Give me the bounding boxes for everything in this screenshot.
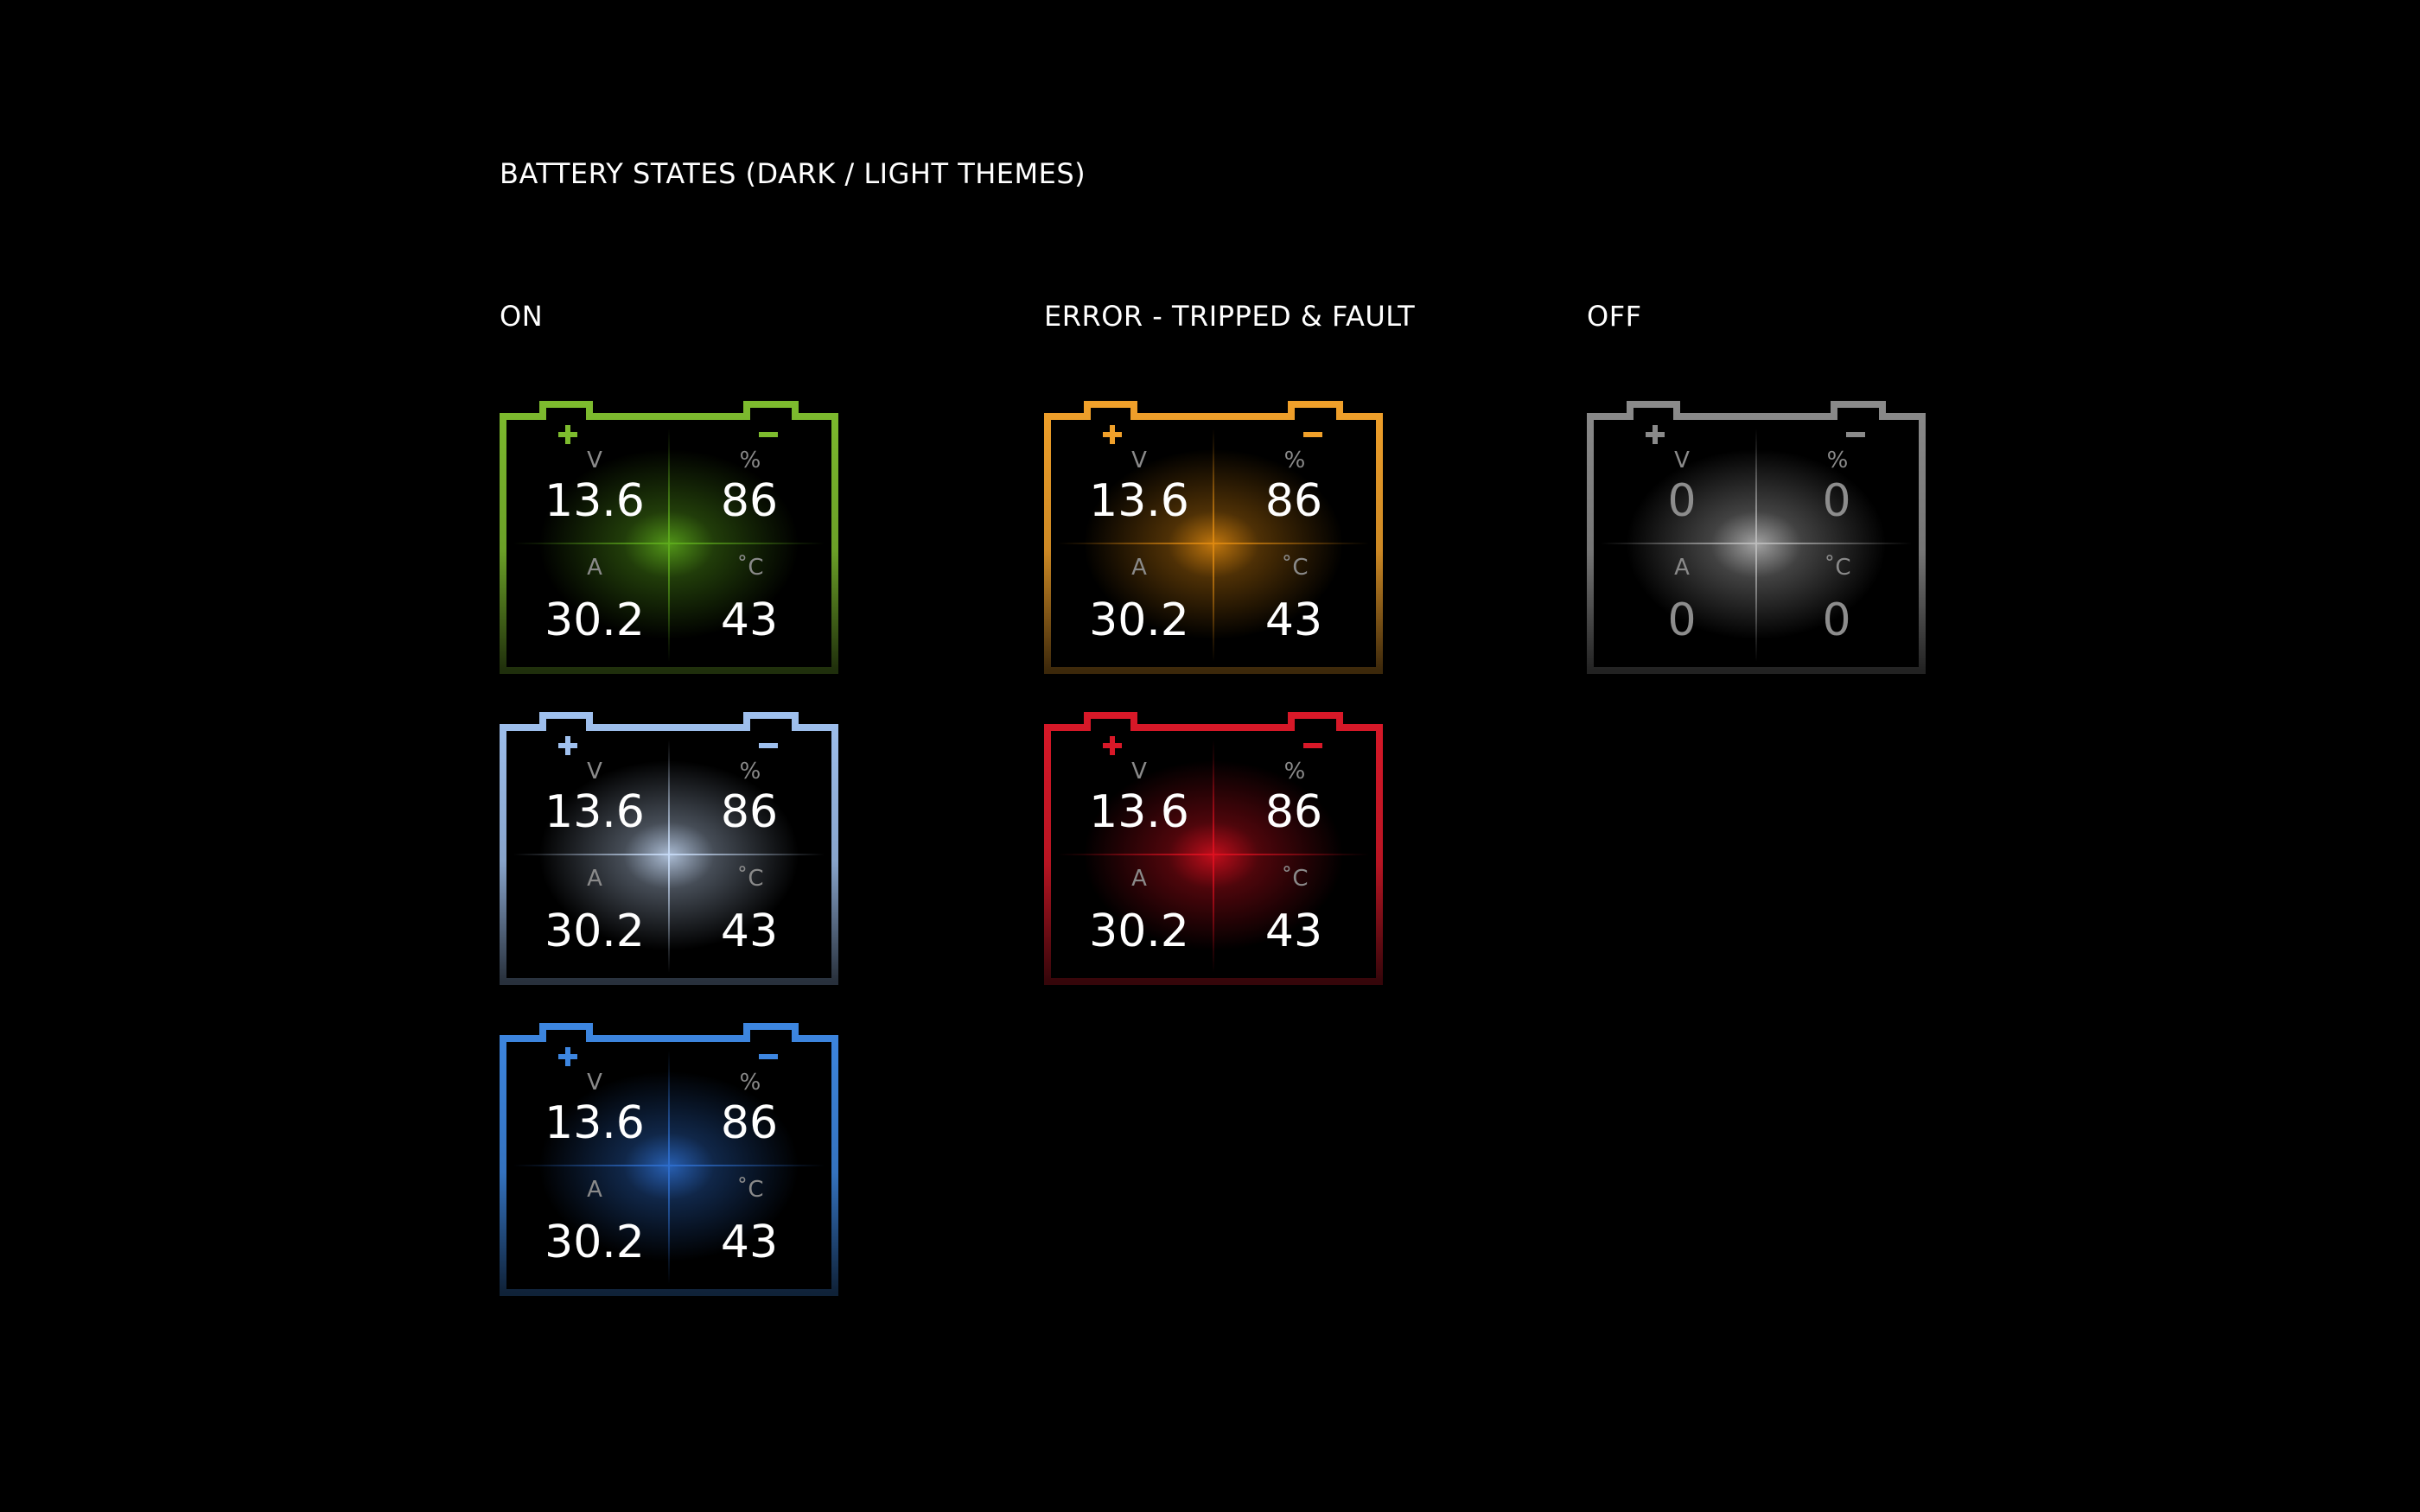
- temperature-value: 0: [1822, 594, 1851, 646]
- percent-unit-label: %: [1283, 448, 1306, 473]
- voltage-value: 13.6: [544, 475, 645, 527]
- plus-terminal-icon: [558, 736, 577, 755]
- battery-frame: [500, 712, 838, 985]
- percent-value: 0: [1822, 475, 1851, 527]
- minus-terminal-icon: [1846, 432, 1865, 437]
- plus-terminal-icon: [1646, 425, 1665, 444]
- section-heading-on: ON: [500, 300, 544, 333]
- voltage-value: 13.6: [544, 1097, 645, 1149]
- voltage-unit-label: V: [1131, 759, 1147, 785]
- page-title: BATTERY STATES (DARK / LIGHT THEMES): [500, 157, 1086, 190]
- temperature-unit-label: ˚C: [1281, 866, 1309, 892]
- current-value: 0: [1667, 594, 1697, 646]
- plus-terminal-icon: [1103, 425, 1122, 444]
- minus-terminal-icon: [759, 432, 778, 437]
- voltage-unit-label: V: [587, 759, 602, 785]
- battery-frame: [500, 1023, 838, 1296]
- percent-value: 86: [720, 1097, 779, 1149]
- percent-unit-label: %: [1826, 448, 1849, 473]
- percent-unit-label: %: [1283, 759, 1306, 785]
- current-unit-label: A: [587, 1177, 602, 1203]
- current-value: 30.2: [1089, 594, 1189, 646]
- temperature-value: 43: [720, 905, 779, 957]
- percent-unit-label: %: [739, 448, 761, 473]
- current-unit-label: A: [1674, 555, 1690, 581]
- temperature-unit-label: ˚C: [736, 1177, 764, 1203]
- battery-error-fault: V 13.6% 86 A 30.2 ˚C 43: [1044, 710, 1383, 985]
- temperature-unit-label: ˚C: [736, 555, 764, 581]
- voltage-value: 0: [1667, 475, 1697, 527]
- temperature-value: 43: [1264, 594, 1323, 646]
- section-heading-error: ERROR - TRIPPED & FAULT: [1044, 300, 1416, 333]
- current-value: 30.2: [544, 905, 645, 957]
- battery-frame: [1044, 401, 1383, 674]
- battery-on-blue: V 13.6% 86 A 30.2 ˚C 43: [500, 1021, 838, 1296]
- percent-unit-label: %: [739, 759, 761, 785]
- plus-terminal-icon: [558, 1047, 577, 1066]
- plus-terminal-icon: [1103, 736, 1122, 755]
- minus-terminal-icon: [1303, 432, 1322, 437]
- percent-value: 86: [1264, 475, 1323, 527]
- temperature-value: 43: [1264, 905, 1323, 957]
- current-unit-label: A: [587, 555, 602, 581]
- percent-unit-label: %: [739, 1070, 761, 1096]
- minus-terminal-icon: [759, 743, 778, 748]
- temperature-unit-label: ˚C: [736, 866, 764, 892]
- percent-value: 86: [1264, 786, 1323, 838]
- battery-frame: [1587, 401, 1926, 674]
- plus-terminal-icon: [558, 425, 577, 444]
- minus-terminal-icon: [1303, 743, 1322, 748]
- current-value: 30.2: [544, 1217, 645, 1268]
- current-value: 30.2: [1089, 905, 1189, 957]
- battery-error-tripped: V 13.6% 86 A 30.2 ˚C 43: [1044, 399, 1383, 674]
- battery-frame: [500, 401, 838, 674]
- percent-value: 86: [720, 786, 779, 838]
- percent-value: 86: [720, 475, 779, 527]
- battery-off: V 0% 0 A 0 ˚C 0: [1587, 399, 1926, 674]
- voltage-unit-label: V: [587, 448, 602, 473]
- minus-terminal-icon: [759, 1054, 778, 1059]
- battery-frame: [1044, 712, 1383, 985]
- current-unit-label: A: [1131, 555, 1147, 581]
- voltage-value: 13.6: [1089, 786, 1189, 838]
- voltage-unit-label: V: [1674, 448, 1690, 473]
- temperature-value: 43: [720, 1217, 779, 1268]
- voltage-unit-label: V: [1131, 448, 1147, 473]
- temperature-unit-label: ˚C: [1281, 555, 1309, 581]
- current-unit-label: A: [587, 866, 602, 892]
- temperature-unit-label: ˚C: [1824, 555, 1851, 581]
- section-heading-off: OFF: [1587, 300, 1642, 333]
- voltage-value: 13.6: [544, 786, 645, 838]
- temperature-value: 43: [720, 594, 779, 646]
- current-unit-label: A: [1131, 866, 1147, 892]
- battery-on-light-blue: V 13.6% 86 A 30.2 ˚C 43: [500, 710, 838, 985]
- battery-on-green: V 13.6% 86 A 30.2 ˚C 43: [500, 399, 838, 674]
- voltage-value: 13.6: [1089, 475, 1189, 527]
- current-value: 30.2: [544, 594, 645, 646]
- voltage-unit-label: V: [587, 1070, 602, 1096]
